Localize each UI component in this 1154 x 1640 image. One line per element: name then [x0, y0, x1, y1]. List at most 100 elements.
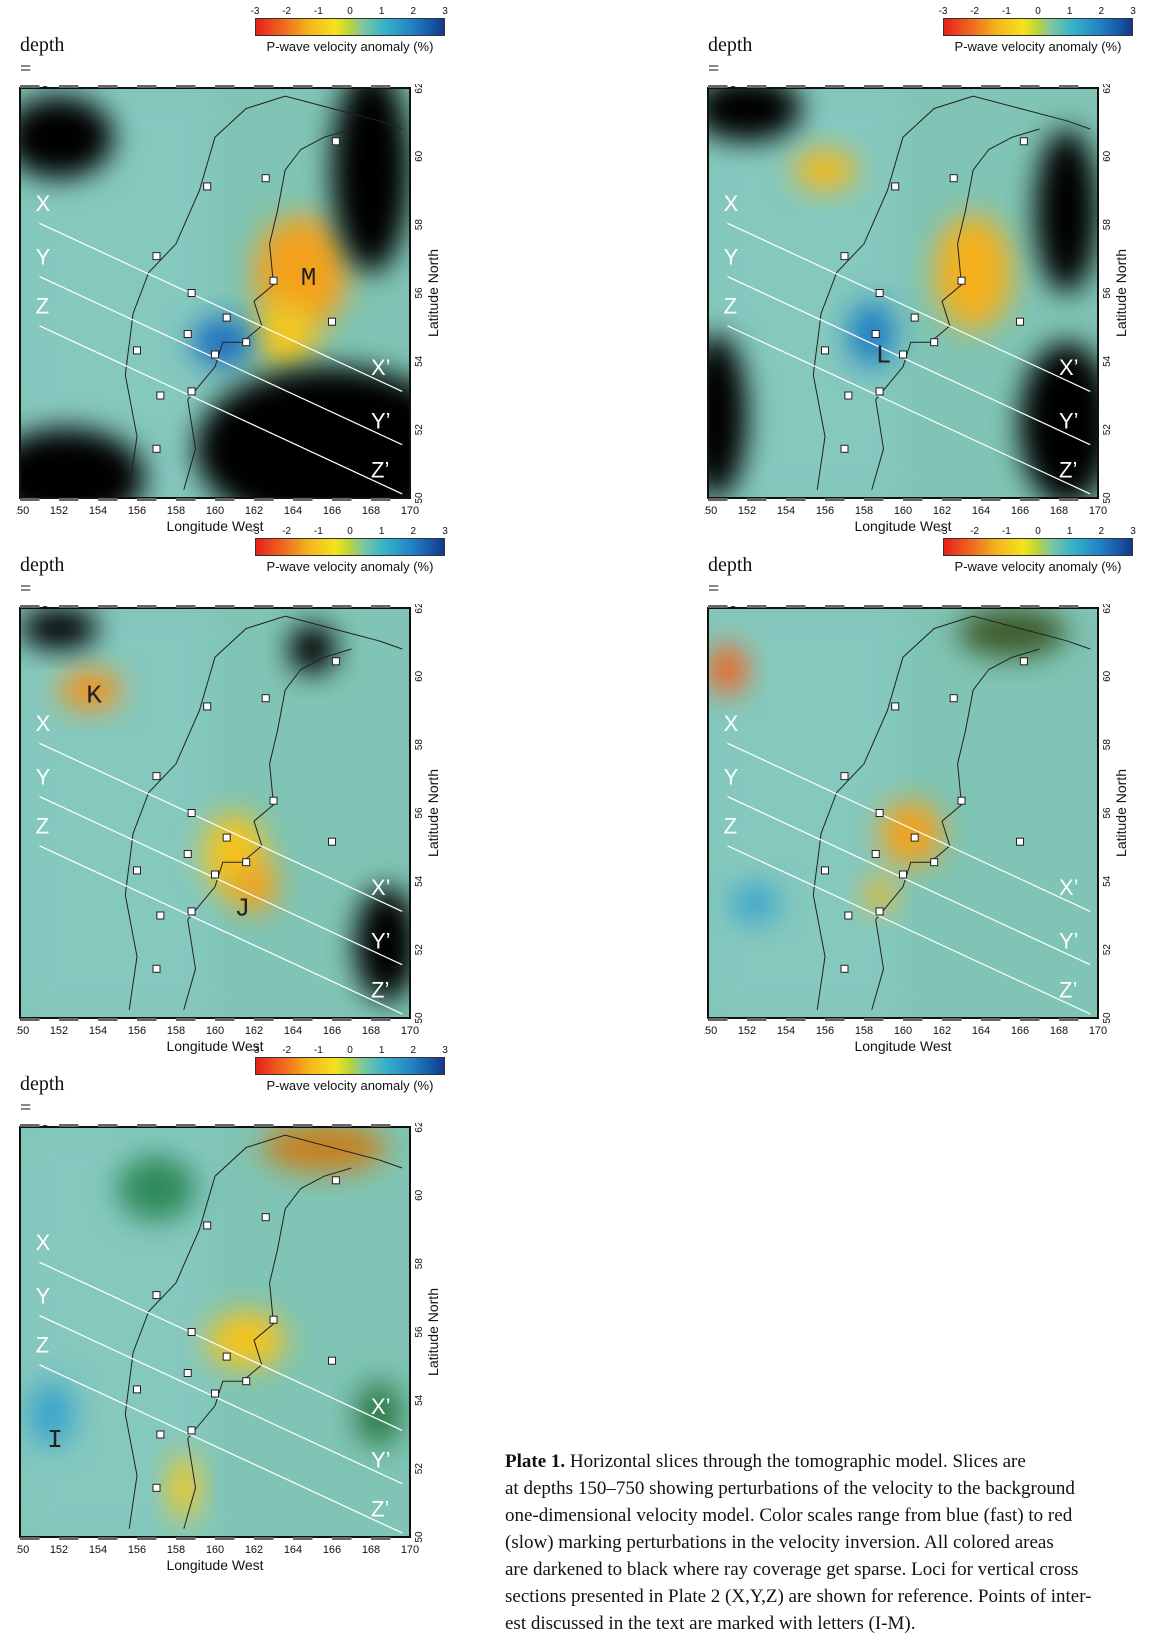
y-axis-label: Latitude North — [1113, 249, 1129, 337]
x-tick-label: 168 — [1050, 505, 1068, 517]
section-label: Y — [36, 244, 51, 269]
section-line — [39, 796, 403, 966]
station-marker — [871, 850, 880, 858]
station-marker — [187, 1426, 196, 1435]
colorbar-tick: 0 — [347, 1045, 353, 1056]
anomaly-region — [20, 428, 145, 498]
x-tick-label: 154 — [777, 1025, 795, 1037]
figure-caption: Plate 1. Horizontal slices through the t… — [505, 1448, 1154, 1640]
station-marker — [156, 911, 165, 920]
section-label: Z’ — [371, 978, 389, 1003]
anomaly-region — [332, 88, 410, 273]
anomaly-region — [731, 882, 779, 924]
colorbar-tick: -3 — [938, 6, 948, 17]
colorbar-gradient — [943, 18, 1133, 36]
anomaly-region — [195, 366, 410, 498]
section-line — [39, 845, 403, 1015]
x-tick-label: 164 — [284, 1025, 302, 1037]
section-label: Y — [724, 764, 739, 789]
x-tick-label: 150 — [16, 505, 29, 517]
station-marker — [203, 1221, 212, 1230]
tomography-map: X YZ X’ Y’ Z’ I 150 152 154 156 158 160 162 164 166 168… — [16, 1123, 441, 1556]
section-label: Z — [36, 294, 49, 319]
x-tick-label: 154 — [89, 1025, 107, 1037]
section-label: X’ — [1059, 355, 1079, 380]
section-label: X’ — [1059, 875, 1079, 900]
x-tick-label: 168 — [362, 1025, 380, 1037]
station-marker — [840, 772, 849, 781]
y-tick-label: 62 — [1102, 604, 1113, 614]
x-tick-label: 166 — [1011, 1025, 1029, 1037]
anomaly-region — [1035, 129, 1098, 293]
station-marker — [269, 276, 278, 285]
station-marker — [821, 346, 829, 355]
section-label: Y — [724, 244, 739, 269]
section-label: Y — [36, 764, 51, 789]
section-label: Z — [36, 814, 49, 839]
station-marker — [328, 837, 336, 846]
anomaly-region — [708, 334, 747, 498]
x-tick-label: 156 — [816, 1025, 834, 1037]
section-label: Y’ — [1059, 928, 1079, 953]
x-tick-label: 158 — [167, 505, 185, 517]
x-tick-label: 156 — [128, 1544, 146, 1556]
coastline — [183, 648, 352, 1010]
y-tick-label: 62 — [414, 1123, 425, 1133]
station-marker — [910, 833, 919, 842]
y-tick-label: 50 — [414, 492, 425, 504]
station-marker — [222, 313, 231, 322]
depth-label-line: depth = — [708, 34, 753, 80]
colorbar-tick: -1 — [1001, 526, 1011, 537]
y-tick-label: 54 — [414, 355, 425, 367]
colorbar-tick: -3 — [250, 1045, 260, 1056]
y-tick-label: 56 — [414, 287, 425, 299]
coastline — [812, 95, 1091, 490]
y-tick-label: 54 — [414, 875, 425, 887]
tomography-map: X YZ X’ Y’ Z’ 150 152 154 156 158 160 162 164 166 168 1… — [704, 604, 1129, 1037]
station-marker — [152, 1291, 161, 1300]
caption-line: est discussed in the text are marked wit… — [505, 1613, 916, 1634]
x-tick-label: 162 — [245, 1025, 263, 1037]
caption-line: (slow) marking perturbations in the velo… — [505, 1532, 1054, 1553]
section-label: Y’ — [371, 1447, 391, 1472]
section-label: X’ — [371, 875, 391, 900]
section-label: X — [724, 711, 739, 736]
x-tick-label: 170 — [1089, 505, 1107, 517]
section-label: X — [36, 711, 51, 736]
colorbar-tick: 0 — [347, 526, 353, 537]
x-tick-label: 166 — [323, 1544, 341, 1556]
station-marker — [328, 1356, 336, 1365]
section-label: Y’ — [1059, 408, 1079, 433]
section-label: Y’ — [371, 408, 391, 433]
x-tick-label: 158 — [167, 1025, 185, 1037]
tomography-map: X YZ X’ Y’ Z’ L 150 152 154 156 158 160 162 164 166 168… — [704, 84, 1129, 517]
x-tick-label: 156 — [128, 1025, 146, 1037]
y-axis-label: Latitude North — [425, 769, 441, 857]
anomaly-region — [708, 644, 747, 695]
colorbar-tick: -2 — [970, 6, 980, 17]
anomaly-region — [355, 886, 410, 1002]
colorbar-gradient — [255, 538, 445, 556]
anomaly-region — [253, 215, 348, 330]
anomaly-region — [957, 608, 1067, 658]
colorbar-tick: -2 — [282, 1045, 292, 1056]
x-tick-label: 160 — [894, 1025, 912, 1037]
y-tick-label: 56 — [1102, 287, 1113, 299]
colorbar-tick: -2 — [282, 6, 292, 17]
anomaly-region — [793, 149, 857, 191]
station-marker — [331, 657, 340, 666]
x-axis-label: Longitude West — [854, 1038, 952, 1054]
colorbar-tick: 1 — [378, 6, 385, 17]
x-tick-label: 168 — [362, 505, 380, 517]
station-marker — [840, 252, 849, 261]
anomaly-region — [879, 800, 942, 867]
coastline — [183, 128, 352, 490]
caption-line: at depths 150–750 showing perturbations … — [505, 1478, 1075, 1499]
caption-line: sections presented in Plate 2 (X,Y,Z) ar… — [505, 1586, 1092, 1607]
colorbar-tick: 0 — [1035, 6, 1041, 17]
depth-label-line: depth = — [20, 1073, 65, 1119]
tomography-map: X YZ X’ Y’ Z’ K J 150 152 154 156 158 160 162 164 166 16… — [16, 604, 441, 1037]
station-marker — [133, 866, 141, 875]
station-marker — [875, 809, 884, 817]
coastline — [124, 1134, 403, 1529]
